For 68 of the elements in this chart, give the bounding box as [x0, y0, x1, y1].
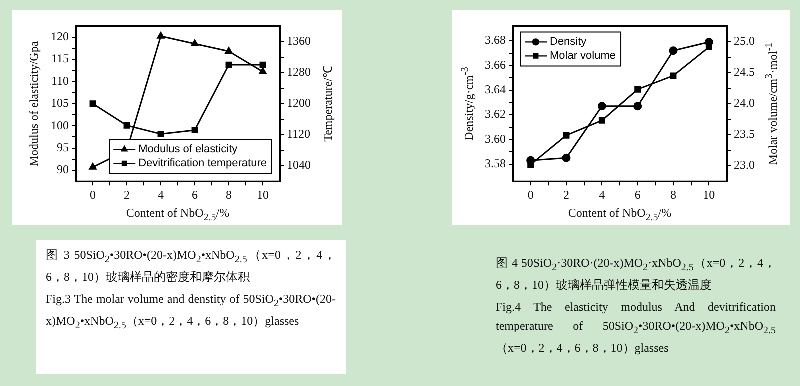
y-tick-label: 100	[51, 118, 69, 132]
y-tick-label: 3.66	[485, 58, 506, 72]
x-tick-label: 4	[158, 188, 164, 202]
point	[704, 38, 714, 46]
point	[563, 132, 570, 139]
x-tick-label: 4	[599, 188, 606, 202]
x-tick-label: 6	[192, 188, 198, 202]
point	[634, 102, 642, 111]
y-tick-label: 95	[57, 140, 69, 154]
y2-tick-label: 1280	[287, 64, 311, 79]
point	[89, 163, 97, 170]
y2-tick-label: 1200	[287, 96, 311, 110]
x-tick-label: 0	[528, 188, 534, 202]
x-tick-label: 8	[670, 188, 676, 202]
x-tick-label: 10	[257, 188, 269, 202]
point	[634, 86, 642, 93]
y-tick-label: 3.62	[485, 107, 506, 122]
point	[526, 156, 536, 165]
point	[225, 47, 233, 54]
point	[670, 72, 677, 80]
y2-tick-label: 24.0	[734, 96, 755, 110]
x-tick-label: 6	[634, 188, 641, 202]
legend-label: Molar volume	[550, 50, 616, 62]
point	[158, 130, 164, 138]
y2-tick-label: 23.5	[734, 127, 755, 142]
y-tick-label: 110	[51, 74, 69, 88]
y-tick-label: 120	[51, 29, 69, 44]
point	[260, 62, 266, 68]
text: Fig.3 The molar volume and denstity of 50SiO$_{2}$•30RO•(20-x)MO$_{2}$•xNbO$_{2.5}$（x=0，2，4，6，8，10）glasses	[46, 292, 336, 332]
point	[90, 100, 96, 108]
y-tick-label: 3.64	[485, 82, 506, 96]
point	[226, 62, 232, 68]
y2-axis-title: Temperature/℃	[321, 66, 335, 142]
y2-tick-label: 1360	[287, 34, 311, 48]
x-tick-label: 8	[226, 188, 232, 202]
legend-label: Devitrification temperature	[138, 158, 268, 170]
point	[598, 102, 606, 111]
y2-tick-label: 24.5	[734, 64, 755, 79]
legend-label: Density	[550, 36, 588, 48]
y2-tick-label: 23.0	[734, 158, 755, 172]
y-tick-label: 90	[57, 162, 69, 177]
x-tick-label: 2	[564, 188, 570, 202]
y2-tick-label: 1040	[287, 158, 311, 172]
legend-label: Modulus of elasticity	[138, 144, 238, 156]
point	[259, 68, 267, 74]
y2-tick-label: 1120	[287, 127, 311, 142]
x-tick-label: 2	[124, 188, 130, 202]
x-axis-title: Content of NbO$_{2.5}$/%	[126, 206, 230, 224]
y-axis-title: Modulus of elasticity/Gpa	[27, 41, 41, 167]
x-axis-title: Content of NbO$_{2.5}$/%	[568, 206, 672, 224]
point	[191, 40, 199, 46]
point	[562, 154, 571, 162]
point	[598, 117, 606, 124]
y-tick-label: 115	[51, 52, 69, 66]
y-tick-label: 3.68	[485, 33, 506, 48]
caption: 图 3 50SiO$_{2}$•30RO•(20-x)MO$_{2}$•xNbO$_{2.5}$（x=0，2，4，6，8，10）玻璃样品的密度和摩尔体积	[46, 247, 336, 286]
point	[669, 46, 678, 56]
text: Fig.4 The elasticity modulus And devitrification temperature of 50SiO$_{2}$•30RO•(20-x)MO$_{2}$•xNbO$_{2.5}$（x=0，2，4，6，8，10）glasses	[496, 300, 776, 355]
x-tick-label: 0	[90, 188, 96, 202]
point	[124, 122, 130, 129]
x-tick-label: 10	[703, 188, 716, 202]
point	[192, 127, 198, 134]
caption: 图 4 50SiO$_{2}$·30RO·(20-x)MO$_{2}$·xNbO$_{2.5}$（x=0，2，4，6，8，10）玻璃样品弹性模量和失透温度	[496, 255, 776, 294]
y2-tick-label: 25.0	[734, 34, 755, 48]
point	[157, 32, 165, 39]
y-tick-label: 3.58	[485, 156, 506, 170]
y-tick-label: 105	[51, 96, 69, 110]
y-tick-label: 3.60	[485, 132, 506, 146]
